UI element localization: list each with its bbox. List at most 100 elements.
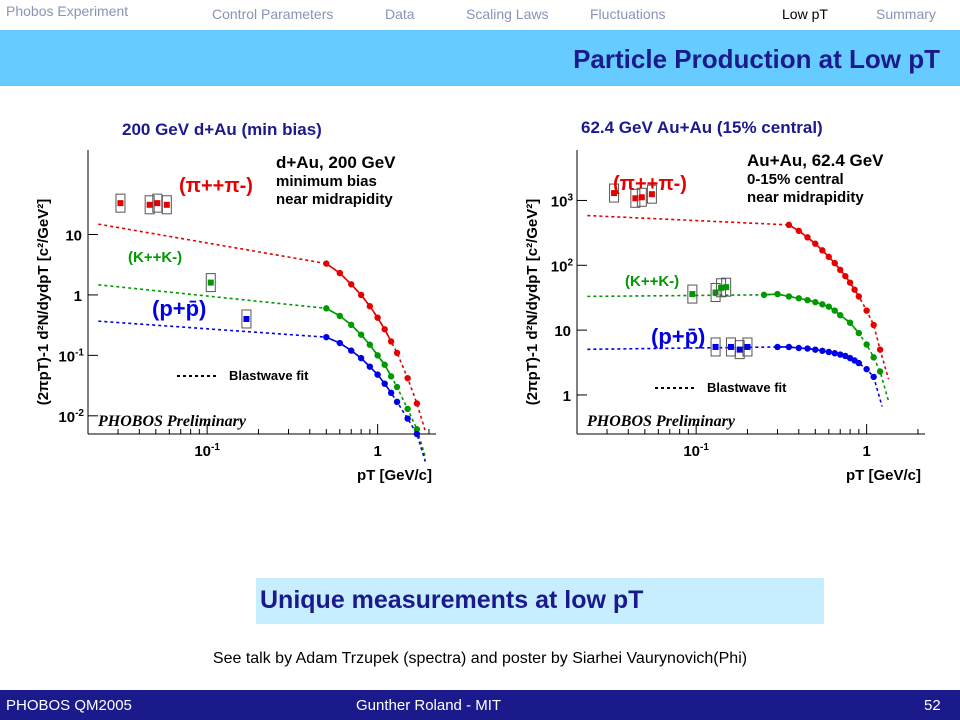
kaon-point [819, 301, 826, 308]
kaon-point [795, 295, 802, 302]
pion-syst-box [646, 184, 657, 204]
chart-dau: 10 1 10-1 10-2 10-1 1 (2πpT)-1 d²N/dydpT [c²/G… [35, 150, 436, 484]
proton-point [357, 354, 365, 362]
pion-point [357, 291, 365, 299]
pion-point [374, 314, 381, 321]
pion-low-pt-point [146, 201, 153, 208]
kaon-point [336, 312, 344, 320]
kaon-point [846, 319, 854, 326]
pion-point [870, 321, 877, 329]
preliminary-watermark: PHOBOS Preliminary [586, 413, 736, 430]
kaon-point [863, 341, 870, 348]
kaon-point [785, 293, 793, 300]
pion-low-pt-point [648, 191, 655, 198]
pion-point [846, 279, 854, 286]
proton-point [336, 339, 344, 347]
nav-item-scaling-laws[interactable]: Scaling Laws [466, 6, 549, 22]
kaon-syst-box [721, 277, 732, 297]
proton-syst-box [742, 337, 753, 357]
footer: PHOBOS QM2005 Gunther Roland - MIT 52 [0, 690, 960, 720]
pion-point [812, 240, 819, 247]
proton-label: (p+p̄) [152, 296, 206, 321]
preliminary-watermark: PHOBOS Preliminary [97, 413, 247, 430]
pion-point [842, 272, 849, 280]
pion-fit-solid [325, 262, 392, 342]
kaon-syst-box [205, 273, 216, 293]
pion-point [348, 281, 355, 288]
y-tick-label: 1 [563, 388, 571, 405]
proton-point [804, 345, 811, 352]
kaon-point [855, 329, 863, 337]
proton-point [831, 350, 838, 357]
proton-point [825, 348, 833, 356]
legend-line-1: minimum bias [276, 173, 377, 190]
footer-page-number: 52 [924, 697, 941, 714]
pion-point [336, 269, 344, 277]
proton-point [812, 346, 819, 353]
pion-low-pt-point [117, 200, 124, 207]
pion-fit-solid [788, 224, 860, 297]
y-tick-label: 10-2 [58, 408, 84, 426]
kaon-point [804, 296, 811, 304]
pion-point [366, 303, 374, 310]
kaon-point [387, 373, 395, 380]
kaon-point [366, 341, 374, 348]
pion-point [851, 286, 858, 293]
proton-syst-box [241, 309, 252, 329]
proton-point [348, 347, 355, 354]
proton-point [863, 365, 870, 373]
proton-low-pt-point [727, 343, 734, 350]
kaon-point [876, 368, 884, 375]
proton-point [774, 343, 781, 351]
kaon-point [393, 383, 401, 391]
fit-legend-label: Blastwave fit [707, 380, 787, 395]
kaon-syst-box [710, 283, 721, 303]
kaon-point [837, 311, 844, 319]
footer-center: Gunther Roland - MIT [356, 697, 502, 714]
pion-low-pt-point [632, 195, 639, 202]
kaon-point [812, 298, 819, 306]
pion-point [855, 293, 863, 300]
kaon-low-pt-point [712, 289, 719, 296]
legend-line-1: 0-15% central [747, 171, 844, 188]
kaon-point [831, 307, 838, 314]
chart-title-right: 62.4 GeV Au+Au (15% central) [581, 118, 823, 137]
proton-point [819, 347, 826, 354]
slide-title: Particle Production at Low pT [573, 44, 940, 74]
fit-legend-label: Blastwave fit [229, 368, 309, 383]
kaon-label: (K++K-) [625, 273, 679, 290]
nav-brand: Phobos Experiment [6, 3, 129, 19]
pion-low-pt-point [638, 194, 645, 201]
chart-title-left: 200 GeV d+Au (min bias) [122, 120, 322, 139]
kaon-fit-solid [763, 293, 860, 334]
top-nav: Phobos Experiment Control Parameters Dat… [0, 0, 960, 30]
callout-box: Unique measurements at low pT [256, 578, 824, 624]
pion-point [404, 374, 411, 382]
x-tick-label: 10-1 [194, 442, 220, 460]
proton-point [323, 333, 330, 341]
proton-blastwave-fit [98, 320, 427, 462]
nav-item-low-pt[interactable]: Low pT [782, 6, 828, 22]
nav-item-control-parameters[interactable]: Control Parameters [212, 6, 334, 22]
proton-point [870, 373, 877, 381]
nav-item-data[interactable]: Data [385, 6, 415, 22]
pion-point [863, 307, 870, 314]
proton-point [393, 398, 401, 406]
pion-low-pt-point [154, 200, 161, 207]
proton-point [837, 351, 844, 358]
legend-line-2: near midrapidity [276, 191, 393, 208]
legend-line-2: near midrapidity [747, 189, 864, 206]
nav-item-fluctuations[interactable]: Fluctuations [590, 6, 666, 22]
proton-low-pt-point [736, 346, 743, 353]
proton-label: (p+p̄) [651, 324, 705, 349]
proton-syst-box [710, 337, 721, 357]
kaon-low-pt-point [723, 284, 730, 291]
kaon-point [404, 405, 411, 413]
talk-note: See talk by Adam Trzupek (spectra) and p… [212, 650, 748, 667]
proton-point [404, 415, 411, 422]
footer-left: PHOBOS QM2005 [6, 697, 132, 714]
nav-item-summary[interactable]: Summary [876, 6, 936, 22]
kaon-label: (K++K-) [128, 249, 182, 266]
proton-point [842, 352, 849, 360]
kaon-point [825, 303, 833, 310]
